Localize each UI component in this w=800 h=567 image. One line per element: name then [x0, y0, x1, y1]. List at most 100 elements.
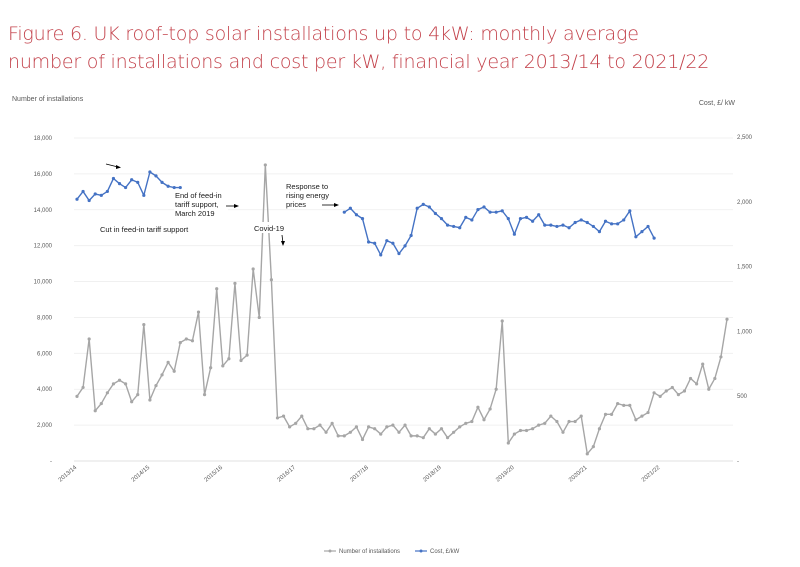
installations-point — [433, 432, 438, 436]
x-tick-label: 2014/15 — [131, 465, 152, 484]
installations-point — [239, 358, 243, 363]
installations-point — [366, 425, 371, 429]
right-tick-label: 2,000 — [737, 200, 753, 206]
cost-point — [160, 180, 164, 184]
left-tick-label: 6,000 — [37, 351, 53, 357]
installations-point — [591, 445, 595, 449]
cost-point — [458, 226, 462, 230]
installations-point — [336, 434, 340, 438]
x-tick-label: 2016/17 — [276, 465, 297, 484]
cost-point — [464, 215, 468, 219]
cost-point — [506, 217, 510, 221]
cost-point — [148, 170, 152, 174]
x-axis-ticks: 2013/14 2014/15 2015/16 2016/17 2017/18 2018/… — [58, 465, 662, 484]
cost-point — [549, 223, 553, 227]
installations-point — [360, 437, 365, 442]
installations-point — [166, 360, 170, 364]
series-installations — [75, 163, 729, 456]
installations-point — [616, 401, 620, 406]
installations-point — [713, 376, 717, 381]
annotation-energy-prices-line: Response to — [286, 182, 328, 191]
cost-point — [391, 241, 395, 245]
cost-point — [476, 207, 480, 212]
annotation-covid: Covid-19 — [254, 224, 284, 233]
cost-point — [379, 253, 383, 257]
cost-point — [609, 222, 614, 226]
cost-point — [409, 233, 413, 238]
cost-point — [634, 235, 638, 239]
installations-point — [439, 427, 444, 431]
left-tick-label: 12,000 — [34, 244, 53, 250]
cost-point — [99, 193, 103, 197]
legend-installations-label: Number of installations — [339, 549, 400, 555]
cost-point — [142, 193, 146, 197]
installations-point — [524, 428, 529, 433]
installations-point — [670, 385, 674, 390]
installations-point — [549, 414, 553, 418]
installations-point — [597, 427, 602, 431]
cost-point — [628, 209, 632, 213]
installations-point — [427, 427, 431, 431]
installations-point — [342, 434, 346, 438]
installations-point — [209, 366, 213, 370]
installations-point — [512, 432, 516, 436]
installations-point — [622, 403, 626, 407]
installations-point — [385, 425, 389, 429]
installations-point — [488, 407, 492, 411]
x-tick-label: 2021/22 — [641, 465, 662, 484]
installations-point — [123, 382, 128, 386]
installations-point — [93, 409, 97, 413]
installations-point — [561, 430, 565, 434]
right-axis-ticks: - 500 1,000 1,500 2,000 2,500 — [737, 135, 753, 465]
installations-point — [543, 421, 547, 425]
installations-point — [701, 362, 705, 366]
installations-point — [117, 378, 122, 382]
cost-point — [518, 217, 523, 221]
installations-point — [160, 373, 164, 377]
installations-point — [348, 430, 352, 434]
left-tick-label: 4,000 — [37, 387, 53, 393]
cost-point — [439, 217, 444, 221]
cost-point — [585, 220, 589, 225]
installations-point — [518, 428, 523, 433]
x-tick-label: 2017/18 — [349, 465, 370, 484]
cost-point — [136, 180, 140, 184]
installations-point — [725, 317, 729, 321]
cost-point — [500, 209, 504, 213]
arrow-head-icon — [334, 203, 339, 207]
installations-point — [379, 432, 383, 436]
installations-point — [269, 278, 273, 282]
right-axis-title: Cost, £/ kW — [699, 100, 736, 107]
installations-point — [233, 281, 237, 285]
legend-cost-marker — [419, 549, 423, 553]
annotation-end-feed-in-line: March 2019 — [175, 209, 215, 218]
cost-point — [579, 218, 583, 222]
installations-point — [579, 414, 583, 418]
right-tick-label: 500 — [737, 394, 748, 400]
chart-title: Figure 6. UK roof-top solar installation… — [8, 20, 788, 76]
left-tick-label: 10,000 — [34, 280, 53, 286]
right-tick-label: 1,000 — [737, 329, 753, 335]
installations-point — [202, 393, 207, 397]
cost-point — [445, 223, 450, 227]
cost-point — [543, 223, 547, 227]
installations-point — [452, 430, 456, 434]
installations-point — [500, 319, 504, 323]
right-tick-label: 2,500 — [737, 135, 753, 141]
annotation-box — [252, 222, 287, 233]
cost-point — [427, 205, 431, 209]
cost-point — [81, 189, 85, 194]
cost-point — [366, 240, 371, 244]
installations-point — [81, 385, 85, 390]
installations-point — [318, 423, 322, 427]
cost-point — [567, 226, 571, 230]
cost-point — [123, 185, 128, 190]
arrow-head-icon — [234, 204, 239, 208]
installations-point — [281, 414, 286, 418]
installations-point — [300, 414, 304, 418]
cost-point — [433, 211, 438, 216]
installations-point — [288, 425, 292, 429]
left-axis-title: Number of installations — [12, 96, 84, 103]
installations-point — [573, 419, 577, 424]
